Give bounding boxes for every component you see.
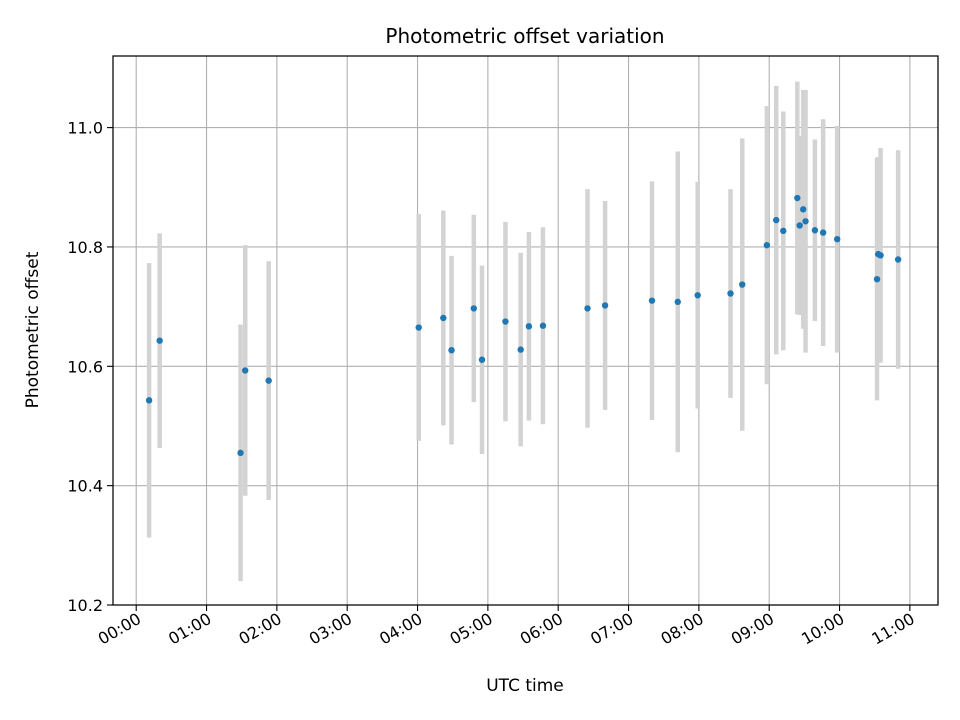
data-point [674, 298, 681, 306]
data-point [811, 227, 819, 234]
data-point [584, 305, 591, 312]
y-axis: 10.2 10.4 10.6 10.8 11.0 [67, 119, 113, 615]
data-point [525, 323, 533, 330]
data-point [539, 322, 547, 329]
y-tick-label: 10.6 [67, 357, 103, 376]
data-point [648, 297, 656, 304]
data-point [415, 324, 422, 331]
data-point [802, 218, 809, 225]
data-point [242, 367, 249, 374]
data-point [478, 356, 486, 363]
data-point [794, 194, 801, 202]
data-point [145, 397, 153, 404]
data-point [156, 337, 163, 344]
y-tick-label: 10.8 [67, 238, 103, 257]
data-point [502, 318, 509, 325]
y-tick-label: 10.4 [67, 477, 103, 496]
data-point [739, 281, 746, 288]
data-point [601, 302, 609, 309]
y-tick-label: 10.2 [67, 596, 103, 615]
data-point [237, 449, 244, 457]
data-point [440, 314, 447, 322]
point-layer [145, 194, 902, 457]
data-point [773, 216, 780, 224]
chart-title: Photometric offset variation [385, 24, 664, 48]
data-point [470, 305, 478, 312]
data-point [727, 290, 734, 297]
y-axis-label: Photometric offset [23, 251, 43, 408]
data-point [796, 222, 803, 229]
data-point [819, 229, 827, 236]
data-point [780, 227, 787, 235]
data-point [448, 346, 455, 354]
data-point [894, 256, 902, 263]
x-axis-label: UTC time [486, 676, 564, 696]
data-point [763, 241, 771, 249]
grid-layer [113, 56, 938, 606]
data-point [799, 206, 807, 213]
plot-frame [112, 55, 939, 606]
data-point [833, 235, 841, 243]
data-point [873, 275, 881, 283]
data-point [265, 377, 272, 384]
data-point [694, 292, 701, 299]
data-point [517, 346, 524, 353]
y-tick-label: 11.0 [67, 119, 103, 138]
data-point [877, 252, 884, 259]
